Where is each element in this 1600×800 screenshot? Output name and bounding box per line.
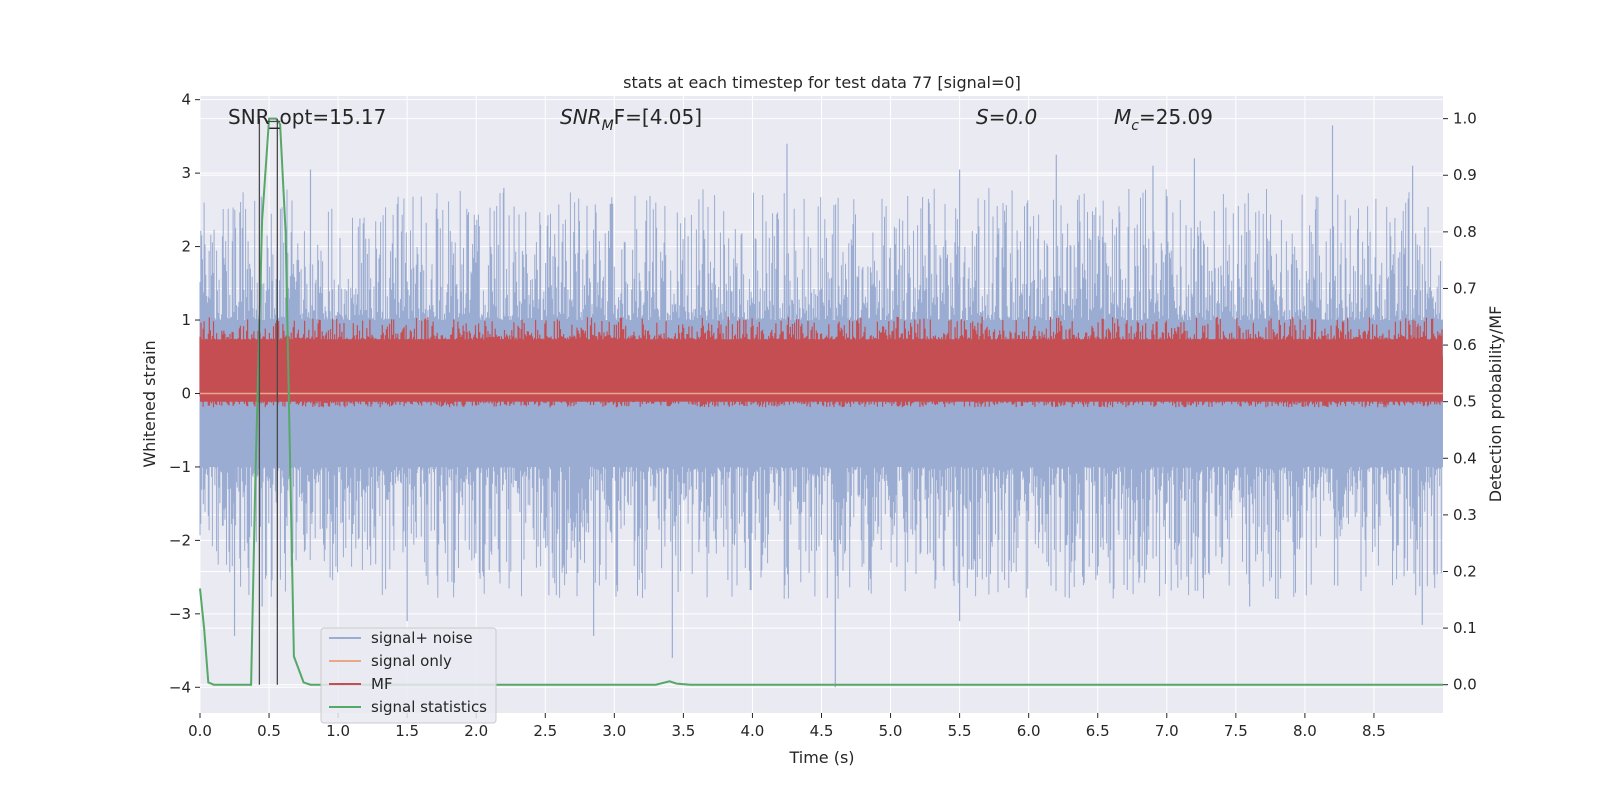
annotation-mc: Mc=25.09: [1114, 105, 1213, 134]
annotation-mc-rest: =25.09: [1139, 105, 1213, 129]
x-tick-label: 3.5: [671, 722, 695, 740]
y-tick-label: 3: [181, 164, 191, 182]
series-signal-statistics: [199, 117, 1443, 686]
y-tick-label: −1: [169, 458, 191, 476]
y2-tick-label: 0.8: [1453, 223, 1477, 241]
annotation-snr-mf-sub: M: [602, 118, 614, 134]
y2-axis-ticks: 1.0 0.9 0.8 0.7 0.6 0.5 0.4 0.3 0.2 0.1 0.0: [1443, 110, 1477, 694]
y2-tick-label: 0.3: [1453, 506, 1477, 524]
annotation-mc-sub: c: [1131, 118, 1139, 134]
x-tick-label: 6.5: [1086, 722, 1110, 740]
y-tick-label: 2: [181, 238, 191, 256]
y2-tick-label: 0.6: [1453, 336, 1477, 354]
x-tick-label: 7.0: [1155, 722, 1179, 740]
annotation-s: S=0.0: [976, 105, 1037, 129]
chart-title: stats at each timestep for test data 77 …: [623, 73, 1021, 92]
legend-box: [320, 627, 497, 724]
annotation-snr-mf-rest: F=[4.05]: [614, 105, 702, 129]
y2-tick-label: 1.0: [1453, 110, 1477, 128]
y-tick-label: 1: [181, 311, 191, 329]
x-axis-ticks: 0.0 0.5 1.0 1.5 2.0 2.5 3.0 3.5 4.0 4.5 5.0 5.5 6.0 6…: [188, 713, 1386, 740]
x-tick-label: 4.5: [810, 722, 834, 740]
legend: signal+ noise signal only MF signal statist…: [320, 627, 497, 724]
y-tick-label: −4: [169, 678, 191, 696]
y2-tick-label: 0.0: [1453, 676, 1477, 694]
y2-tick-label: 0.4: [1453, 449, 1477, 467]
x-tick-label: 0.0: [188, 722, 212, 740]
x-tick-label: 1.0: [326, 722, 350, 740]
annotation-snr-mf: SNRMF=[4.05]: [560, 105, 702, 134]
y-tick-label: 0: [181, 384, 191, 402]
x-tick-label: 8.5: [1362, 722, 1386, 740]
annotation-mc-main: M: [1114, 105, 1131, 129]
x-axis-label: Time (s): [788, 748, 854, 767]
y2-axis-label: Detection probability/MF: [1486, 306, 1505, 503]
annotations: SNR_opt=15.17 SNRMF=[4.05] S=0.0 Mc=25.0…: [228, 105, 1213, 134]
legend-signal-statistics-label: signal statistics: [371, 698, 487, 716]
x-tick-label: 7.5: [1224, 722, 1248, 740]
x-tick-label: 6.0: [1017, 722, 1041, 740]
marker-lines: [258, 118, 281, 685]
annotation-snr-mf-main: SNR: [560, 105, 602, 129]
x-tick-label: 5.5: [948, 722, 972, 740]
x-tick-label: 3.0: [602, 722, 626, 740]
legend-signal-only-label: signal only: [371, 652, 452, 670]
mf-trace: [199, 316, 1443, 408]
signal-statistics-line: [199, 117, 1443, 686]
y2-tick-label: 0.2: [1453, 562, 1477, 580]
y-tick-label: −2: [169, 531, 191, 549]
y2-tick-label: 0.5: [1453, 393, 1477, 411]
x-tick-label: 2.0: [464, 722, 488, 740]
x-tick-label: 0.5: [257, 722, 281, 740]
x-tick-label: 2.5: [533, 722, 557, 740]
y-tick-label: −3: [169, 605, 191, 623]
y-tick-label: 4: [181, 91, 191, 109]
legend-mf-label: MF: [371, 675, 393, 693]
x-tick-label: 8.0: [1293, 722, 1317, 740]
x-tick-label: 4.0: [741, 722, 765, 740]
y2-tick-label: 0.1: [1453, 619, 1477, 637]
y-axis-label: Whitened strain: [140, 340, 159, 467]
y2-tick-label: 0.9: [1453, 166, 1477, 184]
x-tick-label: 5.0: [879, 722, 903, 740]
legend-signal-noise-label: signal+ noise: [371, 629, 473, 647]
y2-tick-label: 0.7: [1453, 279, 1477, 297]
x-tick-label: 1.5: [395, 722, 419, 740]
annotation-snr-opt: SNR_opt=15.17: [228, 105, 386, 129]
y-axis-ticks: 4 3 2 1 0 −1 −2 −3 −4: [169, 91, 200, 696]
